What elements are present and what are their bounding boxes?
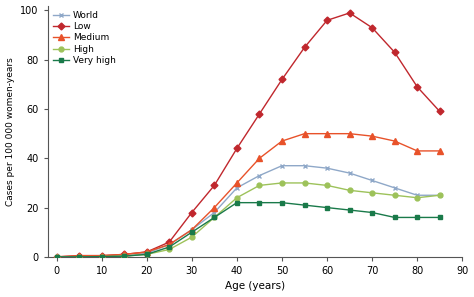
- World: [211, 211, 217, 214]
- Low: [301, 46, 307, 49]
- Medium: [189, 228, 195, 232]
- Low: [437, 110, 443, 113]
- Medium: [414, 149, 420, 153]
- Legend: World, Low, Medium, High, Very high: World, Low, Medium, High, Very high: [52, 10, 117, 66]
- Very high: [189, 230, 195, 234]
- World: [301, 164, 307, 168]
- Low: [256, 112, 262, 116]
- Very high: [76, 255, 82, 259]
- Low: [279, 78, 285, 81]
- World: [279, 164, 285, 168]
- Medium: [347, 132, 353, 135]
- High: [347, 189, 353, 192]
- Low: [211, 184, 217, 187]
- High: [76, 255, 82, 259]
- Low: [166, 240, 172, 244]
- Y-axis label: Cases per 100 000 women-years: Cases per 100 000 women-years: [6, 57, 15, 206]
- World: [121, 255, 127, 258]
- World: [392, 186, 398, 190]
- Low: [189, 211, 195, 214]
- Very high: [121, 254, 127, 258]
- World: [414, 193, 420, 197]
- High: [234, 196, 240, 200]
- Very high: [166, 245, 172, 249]
- Medium: [324, 132, 330, 135]
- World: [324, 166, 330, 170]
- High: [392, 193, 398, 197]
- Line: World: World: [54, 163, 442, 259]
- World: [189, 228, 195, 232]
- Medium: [121, 253, 127, 256]
- World: [76, 255, 82, 259]
- Very high: [234, 201, 240, 204]
- High: [211, 216, 217, 219]
- World: [347, 171, 353, 175]
- World: [144, 251, 150, 255]
- Very high: [347, 208, 353, 212]
- High: [324, 184, 330, 187]
- Very high: [211, 216, 217, 219]
- Low: [234, 147, 240, 150]
- Very high: [414, 216, 420, 219]
- Medium: [76, 254, 82, 257]
- Very high: [54, 255, 59, 259]
- High: [189, 235, 195, 239]
- Medium: [166, 243, 172, 246]
- Very high: [437, 216, 443, 219]
- High: [121, 254, 127, 258]
- Medium: [256, 157, 262, 160]
- Line: High: High: [54, 181, 442, 259]
- Medium: [54, 255, 59, 259]
- World: [166, 243, 172, 246]
- Low: [347, 11, 353, 15]
- High: [437, 193, 443, 197]
- World: [234, 186, 240, 190]
- High: [414, 196, 420, 200]
- High: [369, 191, 375, 195]
- World: [369, 179, 375, 182]
- Low: [76, 254, 82, 257]
- Line: Very high: Very high: [54, 200, 442, 259]
- Medium: [211, 206, 217, 209]
- Low: [121, 253, 127, 256]
- Low: [324, 18, 330, 22]
- High: [166, 248, 172, 251]
- Medium: [234, 181, 240, 185]
- Very high: [144, 253, 150, 256]
- Very high: [392, 216, 398, 219]
- Medium: [437, 149, 443, 153]
- Very high: [99, 255, 104, 258]
- Very high: [279, 201, 285, 204]
- Medium: [99, 254, 104, 257]
- High: [144, 253, 150, 256]
- Low: [369, 26, 375, 29]
- X-axis label: Age (years): Age (years): [225, 282, 285, 291]
- Medium: [369, 134, 375, 138]
- World: [437, 193, 443, 197]
- High: [279, 181, 285, 185]
- Low: [99, 254, 104, 257]
- World: [256, 174, 262, 177]
- High: [301, 181, 307, 185]
- Line: Medium: Medium: [54, 131, 443, 260]
- World: [99, 255, 104, 258]
- Low: [414, 85, 420, 89]
- Medium: [301, 132, 307, 135]
- Line: Low: Low: [54, 10, 442, 259]
- Very high: [324, 206, 330, 209]
- World: [54, 255, 59, 259]
- Low: [54, 255, 59, 259]
- High: [256, 184, 262, 187]
- Medium: [279, 139, 285, 143]
- Low: [144, 250, 150, 254]
- Very high: [369, 211, 375, 214]
- Very high: [256, 201, 262, 204]
- Very high: [301, 203, 307, 207]
- High: [99, 255, 104, 258]
- Medium: [144, 250, 150, 254]
- Low: [392, 50, 398, 54]
- High: [54, 255, 59, 259]
- Medium: [392, 139, 398, 143]
